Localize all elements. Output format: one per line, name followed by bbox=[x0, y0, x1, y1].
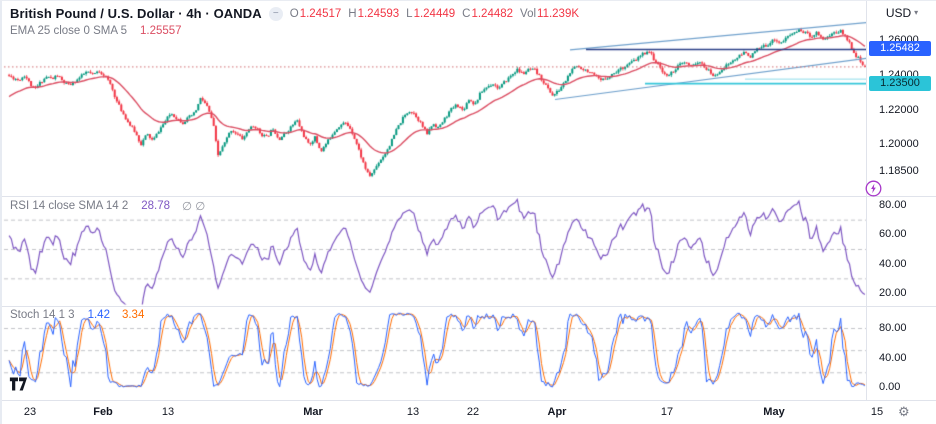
stoch-d-value: 3.34 bbox=[121, 309, 145, 321]
low-label: L bbox=[406, 7, 413, 20]
time-tick-label: 15 bbox=[870, 406, 884, 418]
time-tick-label: 17 bbox=[660, 406, 674, 418]
time-tick-label: 23 bbox=[23, 406, 37, 418]
lightning-icon[interactable] bbox=[865, 180, 882, 197]
rsi-value: 28.78 bbox=[141, 200, 171, 212]
time-tick-label: Mar bbox=[303, 406, 323, 418]
rsi-tick-label: 60.00 bbox=[879, 228, 907, 241]
ohlc-readout: O1.24517 H1.24593 L1.24449 C1.24482 Vol1… bbox=[290, 8, 579, 20]
currency-label: USD bbox=[885, 6, 912, 20]
open-value: 1.24517 bbox=[299, 7, 342, 20]
high-label: H bbox=[348, 7, 357, 20]
stoch-tick-label: 80.00 bbox=[879, 322, 907, 334]
gear-icon[interactable]: ⚙ bbox=[898, 404, 910, 419]
time-tick-label: May bbox=[763, 406, 785, 418]
stoch-params: Stoch 14 1 3 bbox=[10, 309, 75, 321]
time-tick-label: 13 bbox=[406, 406, 420, 418]
high-value: 1.24593 bbox=[357, 7, 400, 20]
rsi-hidden-values: ∅ ∅ bbox=[182, 201, 206, 213]
stoch-tick-label: 40.00 bbox=[879, 351, 907, 364]
price-tick-label: 1.18500 bbox=[879, 164, 919, 177]
stoch-k-value: 1.42 bbox=[87, 309, 110, 321]
close-label: C bbox=[462, 7, 471, 20]
stoch-legend[interactable]: Stoch 14 1 3 1.42 3.34 bbox=[10, 309, 144, 321]
price-tick-label: 1.22000 bbox=[879, 103, 919, 116]
volume-value: 11.239K bbox=[537, 7, 580, 20]
open-label: O bbox=[289, 7, 299, 20]
price-tick-label: 1.20000 bbox=[879, 138, 919, 151]
price-badge-blue: 1.25482 bbox=[869, 41, 931, 56]
symbol-legend[interactable]: British Pound / U.S. Dollar · 4h · OANDA… bbox=[10, 6, 579, 21]
close-value: 1.24482 bbox=[471, 7, 514, 20]
chevron-down-icon: ▾ bbox=[914, 8, 919, 17]
symbol-title[interactable]: British Pound / U.S. Dollar · 4h · OANDA bbox=[10, 6, 262, 21]
price-axis[interactable]: USD ▾ 1.26000 1.24000 1.22000 1.20000 1.1850… bbox=[866, 0, 936, 400]
pane-divider-price-rsi[interactable] bbox=[0, 196, 936, 197]
price-badge-cyan: 1.23500 bbox=[869, 75, 931, 91]
ema-legend[interactable]: EMA 25 close 0 SMA 5 1.25557 bbox=[10, 25, 182, 37]
time-tick-label: Feb bbox=[93, 406, 113, 418]
rsi-tick-label: 80.00 bbox=[879, 199, 907, 211]
time-tick-label: 13 bbox=[161, 406, 175, 418]
stoch-tick-label: 0.00 bbox=[879, 381, 901, 393]
time-tick-label: Apr bbox=[547, 406, 567, 418]
rsi-params: RSI 14 close SMA 14 2 bbox=[10, 200, 129, 212]
pane-divider-rsi-stoch[interactable] bbox=[0, 306, 936, 307]
axis-currency-dropdown[interactable]: USD ▾ bbox=[867, 6, 936, 20]
time-tick-label: 22 bbox=[466, 406, 480, 418]
time-axis[interactable]: ⚙ 23 Feb 13 Mar 13 22 Apr 17 May 15 bbox=[0, 400, 936, 424]
rsi-legend[interactable]: RSI 14 close SMA 14 2 28.78 ∅ ∅ bbox=[10, 199, 205, 213]
rsi-tick-label: 40.00 bbox=[879, 257, 907, 270]
top-edge-strip bbox=[0, 0, 936, 1]
tradingview-logo[interactable] bbox=[8, 377, 29, 396]
volume-label: Vol bbox=[520, 7, 537, 20]
ema-params: EMA 25 close 0 SMA 5 bbox=[10, 25, 127, 37]
collapse-icon[interactable]: − bbox=[268, 6, 283, 21]
ema-value: 1.25557 bbox=[139, 25, 182, 37]
rsi-tick-label: 20.00 bbox=[879, 287, 907, 299]
left-edge-strip bbox=[0, 0, 2, 424]
low-value: 1.24449 bbox=[413, 7, 456, 20]
